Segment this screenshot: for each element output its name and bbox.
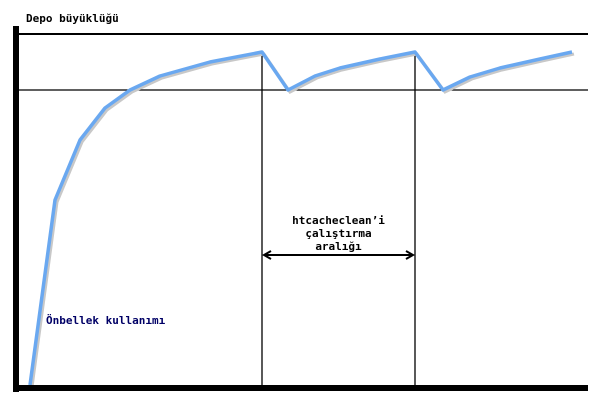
x-axis (13, 385, 588, 391)
interval-label-line: htcacheclean’i (292, 214, 385, 227)
y-axis-label: Depo büyüklüğü (26, 12, 119, 25)
curve-label: Önbellek kullanımı (46, 314, 166, 327)
cache-usage-curve (28, 50, 573, 386)
interval-label-line: çalıştırma (305, 227, 372, 240)
interval-label: htcacheclean’i çalıştırma aralığı (262, 214, 415, 253)
interval-label-line: aralığı (315, 240, 362, 253)
y-axis (13, 26, 19, 392)
curve-shadow (30, 52, 575, 388)
